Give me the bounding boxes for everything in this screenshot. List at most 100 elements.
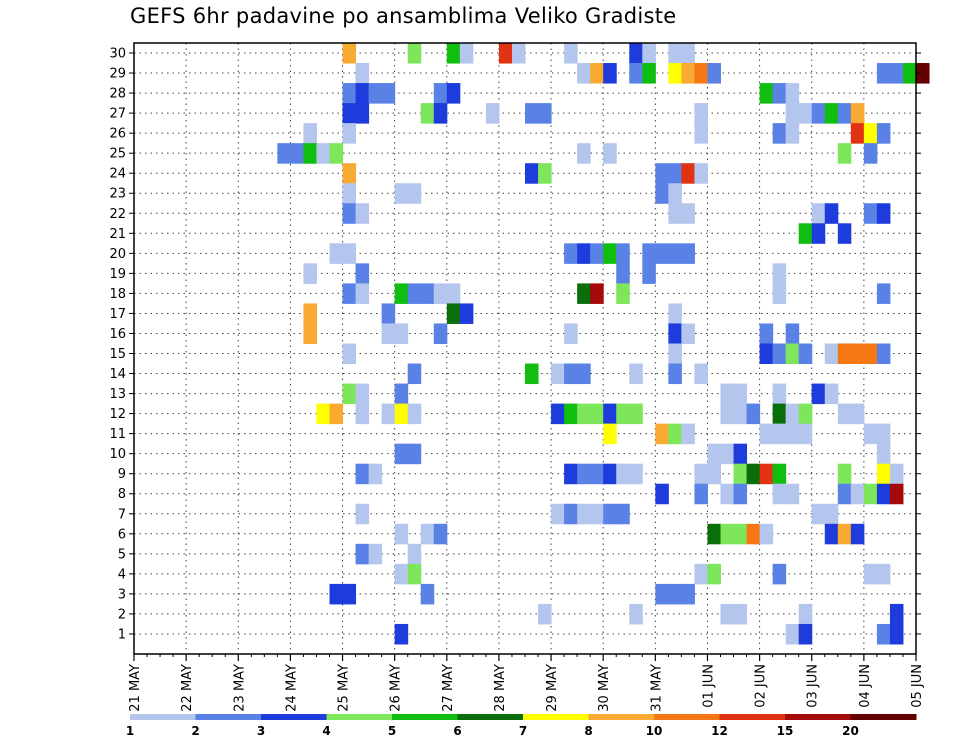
heatmap-cell bbox=[798, 343, 813, 365]
heatmap-cell bbox=[876, 283, 891, 304]
y-tick-label: 24 bbox=[109, 167, 126, 182]
heatmap-cell bbox=[863, 343, 878, 365]
x-tick-label: 25 MAY bbox=[337, 664, 352, 712]
heatmap-cell bbox=[407, 43, 422, 64]
legend-label: 5 bbox=[388, 724, 396, 738]
heatmap-cell bbox=[876, 443, 891, 465]
legend-label: 8 bbox=[584, 724, 592, 738]
x-tick-label: 22 MAY bbox=[180, 664, 195, 712]
y-tick-label: 3 bbox=[118, 587, 126, 602]
heatmap-cell bbox=[316, 403, 330, 425]
heatmap-cell bbox=[733, 483, 748, 505]
heatmap-cell bbox=[407, 563, 422, 585]
heatmap-cell bbox=[876, 203, 891, 224]
heatmap-cell bbox=[824, 343, 839, 365]
heatmap-cell bbox=[785, 403, 800, 425]
heatmap-cell bbox=[329, 583, 344, 605]
heatmap-cell bbox=[863, 143, 878, 164]
y-tick-label: 9 bbox=[118, 467, 126, 482]
y-tick-label: 18 bbox=[109, 287, 126, 302]
heatmap-cell bbox=[668, 183, 682, 204]
heatmap-cell bbox=[433, 523, 448, 545]
y-tick-label: 15 bbox=[109, 347, 126, 362]
heatmap-cell bbox=[733, 463, 748, 485]
heatmap-cell bbox=[381, 83, 396, 104]
heatmap-cell bbox=[459, 43, 474, 64]
heatmap-cell bbox=[446, 303, 461, 324]
heatmap-cell bbox=[824, 383, 839, 405]
heatmap-cell bbox=[564, 503, 578, 525]
legend-layer: 1 2 3 4 5 6 7 8 10 12 15 20 bbox=[126, 714, 917, 738]
heatmap-cell bbox=[681, 163, 695, 184]
heatmap-cell bbox=[277, 143, 291, 164]
heatmap-cell bbox=[355, 283, 370, 304]
x-tick-label: 23 MAY bbox=[232, 664, 247, 712]
heatmap-cell bbox=[603, 403, 617, 425]
heatmap-cell bbox=[616, 243, 630, 264]
heatmap-cell bbox=[577, 63, 591, 84]
heatmap-cell bbox=[590, 503, 604, 525]
heatmap-cell bbox=[642, 63, 656, 84]
y-tick-label: 5 bbox=[118, 547, 126, 562]
y-tick-label: 13 bbox=[109, 387, 126, 402]
heatmap-cell bbox=[381, 303, 396, 324]
heatmap-cell bbox=[668, 63, 682, 84]
y-tick-label: 23 bbox=[109, 187, 126, 202]
heatmap-cell bbox=[355, 63, 370, 84]
heatmap-cell bbox=[850, 483, 865, 505]
heatmap-cell bbox=[433, 323, 448, 344]
heatmap-cell bbox=[772, 83, 787, 104]
heatmap-cell bbox=[876, 563, 891, 585]
heatmap-cell bbox=[629, 43, 643, 64]
heatmap-cell bbox=[772, 403, 787, 425]
x-tick-label: 01 JUN bbox=[701, 664, 716, 708]
heatmap-cell bbox=[681, 583, 695, 605]
heatmap-cell bbox=[772, 343, 787, 365]
heatmap-cell bbox=[394, 523, 409, 545]
heatmap-cell bbox=[772, 123, 787, 144]
y-tick-label: 17 bbox=[109, 307, 126, 322]
heatmap-cell bbox=[329, 143, 344, 164]
heatmap-cell bbox=[746, 403, 761, 425]
heatmap-cell bbox=[889, 483, 904, 505]
heatmap-cell bbox=[394, 383, 409, 405]
heatmap-cell bbox=[681, 203, 695, 224]
heatmap-cell bbox=[694, 563, 708, 585]
heatmap-cell bbox=[577, 503, 591, 525]
heatmap-cell bbox=[824, 103, 839, 124]
heatmap-cell bbox=[603, 63, 617, 84]
heatmap-cell bbox=[342, 103, 357, 124]
heatmap-cell bbox=[759, 523, 774, 545]
heatmap-cell bbox=[694, 103, 708, 124]
heatmap-cell bbox=[603, 423, 617, 445]
heatmap-cell bbox=[655, 163, 669, 184]
heatmap-cell bbox=[655, 243, 669, 264]
heatmap-cell bbox=[798, 103, 813, 124]
heatmap-cell bbox=[642, 263, 656, 284]
heatmap-cell bbox=[707, 463, 721, 485]
heatmap-cell bbox=[681, 43, 695, 64]
heatmap-cell bbox=[759, 423, 774, 445]
y-tick-label: 6 bbox=[118, 527, 126, 542]
heatmap-cell bbox=[551, 363, 565, 385]
x-tick-label: 30 MAY bbox=[597, 664, 612, 712]
heatmap-cell bbox=[720, 603, 735, 625]
y-tick-label: 1 bbox=[118, 627, 126, 642]
heatmap-cell bbox=[694, 163, 708, 184]
heatmap-cell bbox=[746, 463, 761, 485]
legend-swatch bbox=[261, 714, 327, 720]
heatmap-cell bbox=[681, 243, 695, 264]
heatmap-cell bbox=[668, 203, 682, 224]
heatmap-cell bbox=[433, 283, 448, 304]
heatmap-cell bbox=[655, 483, 669, 505]
heatmap-cell bbox=[342, 203, 357, 224]
heatmap-cell bbox=[616, 403, 630, 425]
heatmap-cell bbox=[707, 523, 721, 545]
heatmap-cell bbox=[603, 503, 617, 525]
heatmap-cell bbox=[785, 623, 800, 645]
legend-swatch bbox=[130, 714, 196, 720]
heatmap-cell bbox=[303, 123, 317, 144]
heatmap-cell bbox=[902, 63, 917, 84]
heatmap-cell bbox=[772, 283, 787, 304]
heatmap-cell bbox=[824, 523, 839, 545]
